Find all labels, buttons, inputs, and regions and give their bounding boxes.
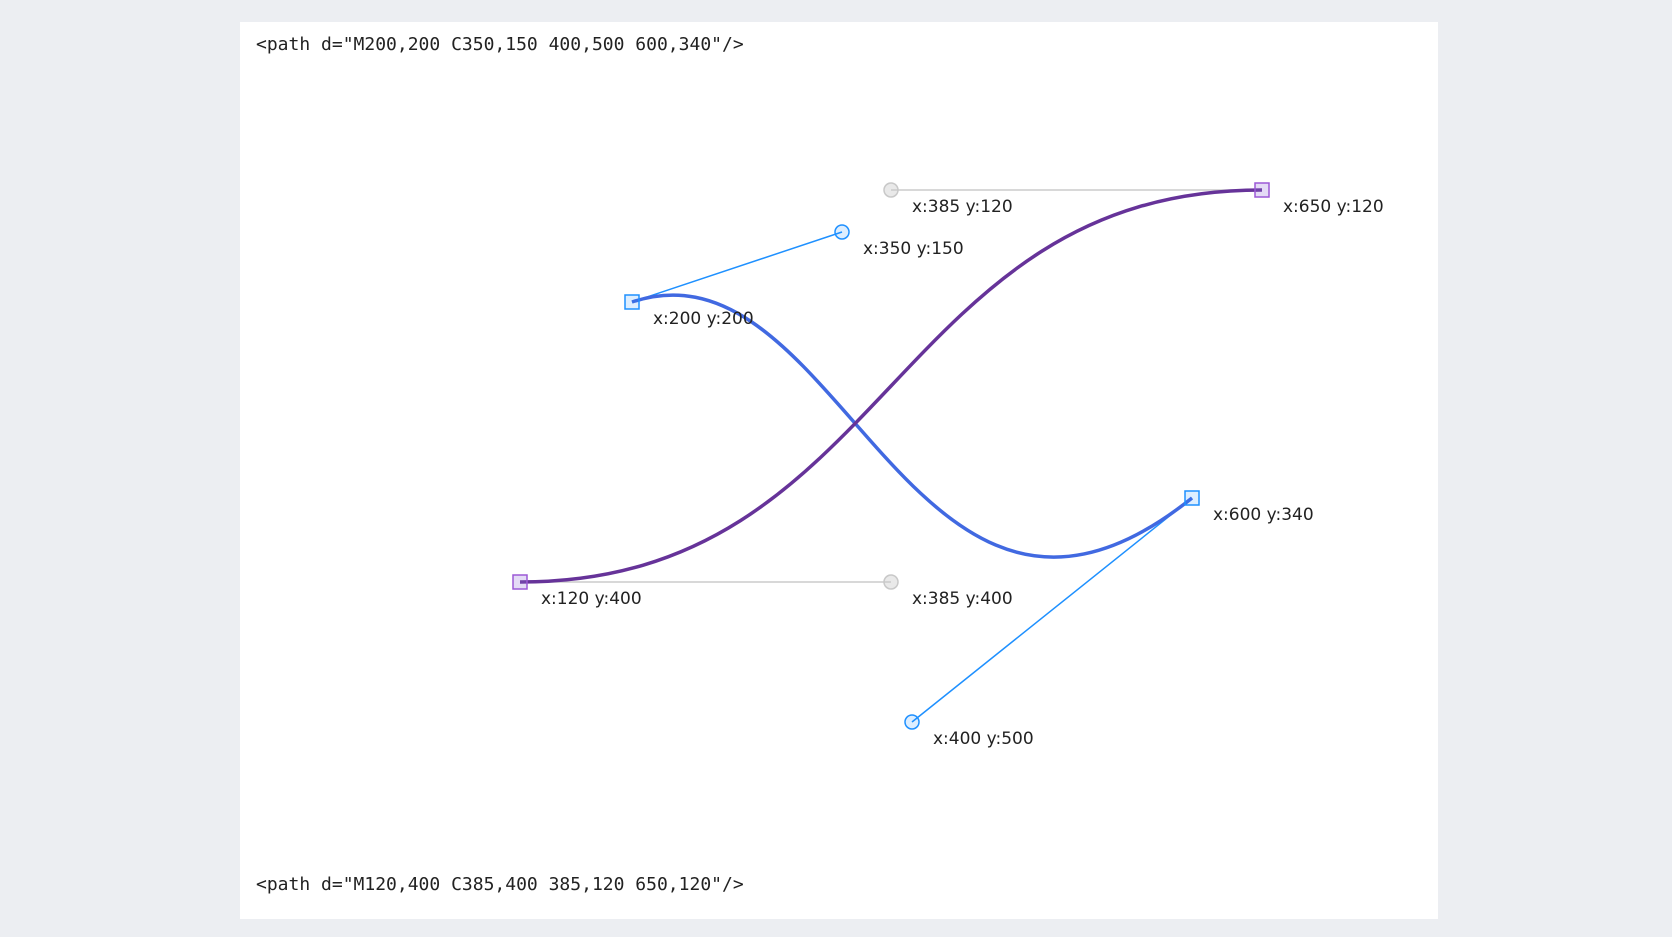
control-point-blue-c1[interactable] bbox=[834, 224, 850, 240]
point-label-blue-start: x:200 y:200 bbox=[653, 309, 754, 329]
anchor-point-blue-end[interactable] bbox=[1184, 490, 1200, 506]
point-label-purple-end: x:650 y:120 bbox=[1283, 197, 1384, 217]
control-point-purple-c1[interactable] bbox=[883, 574, 899, 590]
point-label-blue-c1: x:350 y:150 bbox=[863, 239, 964, 259]
control-point-blue-c2[interactable] bbox=[904, 714, 920, 730]
bezier-canvas: x:200 y:200 x:350 y:150 x:400 y:500 x:600 y… bbox=[512, 182, 1384, 749]
anchor-point-purple-start[interactable] bbox=[512, 574, 528, 590]
point-label-purple-c1: x:385 y:400 bbox=[912, 589, 1013, 609]
handle-lines-layer bbox=[520, 189, 1262, 723]
point-label-purple-c2: x:385 y:120 bbox=[912, 197, 1013, 217]
handle-line-blue-start bbox=[631, 231, 843, 303]
path-code-blue: <path d="M200,200 C350,150 400,500 600,3… bbox=[256, 34, 744, 55]
path-code-purple: <path d="M120,400 C385,400 385,120 650,1… bbox=[256, 874, 744, 895]
points-layer bbox=[512, 182, 1270, 730]
diagram-panel: <path d="M200,200 C350,150 400,500 600,3… bbox=[240, 22, 1438, 919]
bezier-curve-blue bbox=[631, 293, 1194, 559]
anchor-point-blue-start[interactable] bbox=[624, 294, 640, 310]
control-point-purple-c2[interactable] bbox=[883, 182, 899, 198]
bezier-curve-purple bbox=[519, 188, 1263, 584]
point-label-blue-end: x:600 y:340 bbox=[1213, 505, 1314, 525]
labels-layer: x:200 y:200 x:350 y:150 x:400 y:500 x:600 y… bbox=[541, 197, 1384, 749]
point-label-blue-c2: x:400 y:500 bbox=[933, 729, 1034, 749]
point-label-purple-start: x:120 y:400 bbox=[541, 589, 642, 609]
curves-layer bbox=[519, 188, 1263, 584]
handle-line-blue-end bbox=[911, 497, 1193, 723]
anchor-point-purple-end[interactable] bbox=[1254, 182, 1270, 198]
